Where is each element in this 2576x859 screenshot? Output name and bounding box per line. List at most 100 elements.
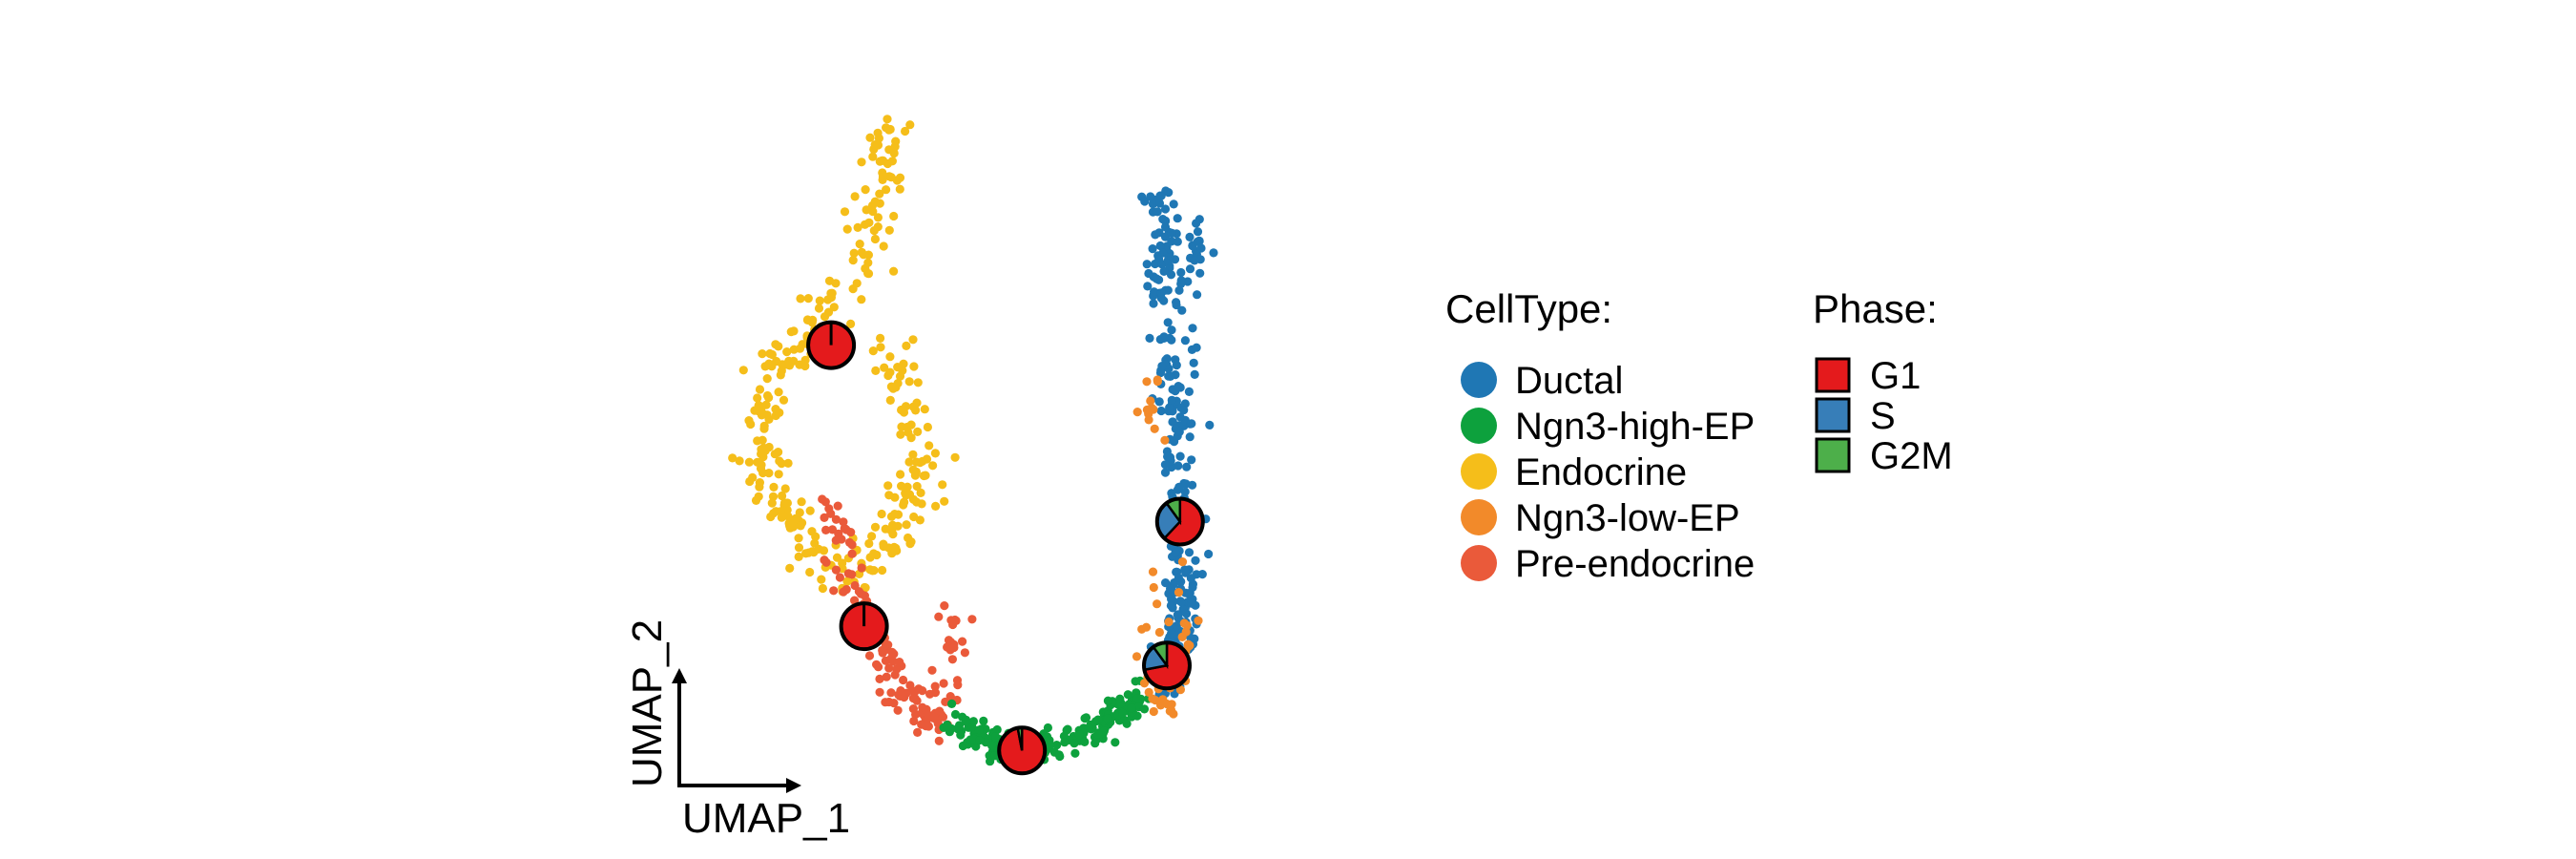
point-endocrine <box>889 148 899 158</box>
point-ngn3-high-ep <box>990 751 1000 761</box>
point-endocrine <box>795 360 804 369</box>
point-pre-endocrine <box>839 587 848 597</box>
point-pre-endocrine <box>895 658 904 667</box>
point-endocrine <box>796 521 805 531</box>
point-pre-endocrine <box>829 586 839 596</box>
point-pre-endocrine <box>831 565 841 575</box>
point-endocrine <box>923 422 933 432</box>
point-endocrine <box>887 524 897 534</box>
legend-celltype-swatch <box>1461 499 1497 535</box>
point-ngn3-high-ep <box>992 724 1002 735</box>
point-pre-endocrine <box>835 573 845 582</box>
point-ductal <box>1156 288 1166 298</box>
point-endocrine <box>878 565 887 576</box>
point-endocrine <box>876 333 885 343</box>
point-endocrine <box>794 543 804 553</box>
point-endocrine <box>919 471 929 481</box>
phase-pie-4 <box>1154 496 1205 547</box>
point-ductal <box>1193 237 1202 246</box>
point-pre-endocrine <box>949 642 959 653</box>
point-endocrine <box>902 341 911 350</box>
legend-phase-swatch <box>1815 357 1851 393</box>
point-ngn3-low-ep <box>1150 424 1159 433</box>
point-ductal <box>1152 274 1161 283</box>
point-ductal <box>1209 248 1218 258</box>
point-ngn3-high-ep <box>1093 715 1103 724</box>
point-ductal <box>1159 333 1169 343</box>
point-endocrine <box>908 335 918 345</box>
point-endocrine <box>738 366 748 375</box>
legend-phase-label: G1 <box>1870 355 1921 397</box>
point-ductal <box>1190 256 1199 265</box>
point-endocrine <box>826 293 837 303</box>
point-ductal <box>1166 371 1175 381</box>
point-endocrine <box>897 405 906 415</box>
point-ductal <box>1176 597 1186 607</box>
point-ngn3-high-ep <box>987 741 997 750</box>
point-endocrine <box>915 515 925 525</box>
point-ngn3-low-ep <box>1142 377 1152 387</box>
point-ductal <box>1163 318 1173 327</box>
point-ductal <box>1148 199 1158 209</box>
point-endocrine <box>757 445 766 454</box>
point-ngn3-low-ep <box>1132 652 1142 661</box>
point-endocrine <box>846 319 856 328</box>
point-endocrine <box>868 346 878 356</box>
point-ductal <box>1181 479 1191 489</box>
point-endocrine <box>917 499 926 509</box>
point-endocrine <box>779 498 790 508</box>
point-endocrine <box>884 225 894 235</box>
point-endocrine <box>790 515 800 525</box>
point-ductal <box>1149 299 1158 308</box>
legend-celltype-label: Pre-endocrine <box>1515 543 1755 585</box>
point-endocrine <box>904 457 914 467</box>
point-endocrine <box>778 360 787 369</box>
point-endocrine <box>876 343 885 352</box>
point-endocrine <box>842 576 852 586</box>
legend-celltype-swatch <box>1461 545 1497 581</box>
point-pre-endocrine <box>914 684 924 694</box>
point-ductal <box>1172 621 1181 631</box>
point-endocrine <box>758 468 768 478</box>
point-ductal <box>1142 260 1152 269</box>
point-endocrine <box>774 470 783 479</box>
point-endocrine <box>890 492 900 502</box>
point-ductal <box>1174 482 1184 492</box>
point-endocrine <box>901 126 910 136</box>
point-ngn3-low-ep <box>1174 588 1184 597</box>
point-ductal <box>1204 549 1214 559</box>
point-pre-endocrine <box>911 709 921 720</box>
point-ductal <box>1191 555 1200 565</box>
point-endocrine <box>868 152 878 161</box>
point-ngn3-low-ep <box>1162 699 1172 709</box>
point-pre-endocrine <box>875 674 884 684</box>
phase-pie-3 <box>997 725 1048 776</box>
point-pre-endocrine <box>831 514 841 524</box>
point-endocrine <box>805 506 815 515</box>
point-endocrine <box>795 508 804 517</box>
point-pre-endocrine <box>938 712 948 722</box>
point-endocrine <box>849 248 859 258</box>
point-ductal <box>1164 407 1174 416</box>
point-pre-endocrine <box>833 501 842 511</box>
point-ngn3-high-ep <box>1070 748 1080 758</box>
point-endocrine <box>870 234 881 244</box>
point-ductal <box>1145 333 1154 343</box>
point-ductal <box>1193 290 1202 300</box>
point-ngn3-low-ep <box>1153 375 1162 385</box>
point-endocrine <box>814 304 824 313</box>
point-ductal <box>1172 298 1181 307</box>
point-endocrine <box>920 405 929 414</box>
point-endocrine <box>784 356 794 366</box>
point-ductal <box>1174 573 1183 583</box>
point-ngn3-high-ep <box>1093 729 1103 739</box>
point-endocrine <box>758 349 767 359</box>
point-ductal <box>1192 219 1201 228</box>
point-endocrine <box>746 419 756 430</box>
point-endocrine <box>831 279 841 288</box>
legend-celltype-swatch <box>1461 408 1497 444</box>
point-pre-endocrine <box>925 689 935 699</box>
point-pre-endocrine <box>940 601 949 611</box>
point-ngn3-high-ep <box>1139 704 1150 714</box>
point-ductal <box>1167 395 1176 405</box>
